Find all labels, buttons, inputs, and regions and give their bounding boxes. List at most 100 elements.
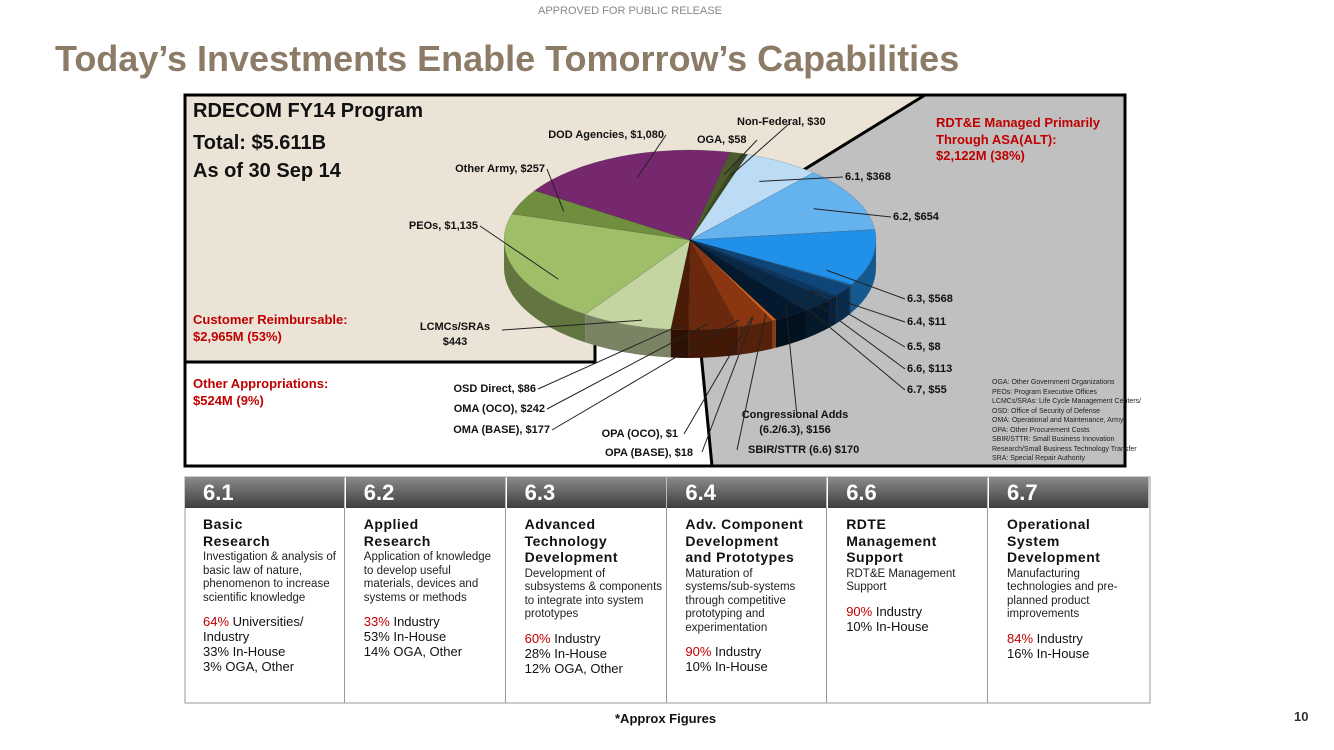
pie-slice-side bbox=[688, 326, 739, 358]
pie-label: OGA, $58 bbox=[697, 134, 747, 146]
pie-label: OSD Direct, $86 bbox=[453, 383, 536, 395]
column-title: Adv. Component bbox=[685, 516, 804, 532]
pie-label: Congressional Adds (6.2/6.3), $156 bbox=[741, 409, 849, 436]
column-stat: 3% OGA, Other bbox=[203, 659, 295, 674]
column-code: 6.2 bbox=[345, 477, 506, 508]
abbreviation: OPA: Other Procurement Costs bbox=[992, 426, 1090, 434]
column-lead: 90% Industry bbox=[846, 604, 987, 619]
pie-slice bbox=[584, 239, 691, 330]
pie-slice bbox=[689, 239, 851, 296]
pie-slice bbox=[689, 154, 814, 241]
pie-label: OPA (BASE), $18 bbox=[604, 447, 693, 459]
column-body: Advanced Technology Development Development… bbox=[507, 508, 667, 703]
lead-percent: 33% bbox=[363, 614, 390, 629]
pie-label: PEOs, $1,135 bbox=[408, 220, 478, 232]
column-title: Development bbox=[1007, 549, 1101, 565]
table-column: 6.4 Adv. Component Development and Prototyp… bbox=[667, 477, 828, 703]
lead-percent: 90% bbox=[685, 644, 712, 659]
column-title: Management bbox=[846, 532, 937, 549]
group-amount: $2,122M (38%) bbox=[936, 148, 1025, 163]
column-code: 6.3 bbox=[506, 477, 667, 508]
column-body: RDTE Management Support RDT&E Management Su… bbox=[828, 508, 989, 703]
pie-label: OMA (OCO), $242 bbox=[453, 403, 545, 415]
column-title: Applied bbox=[363, 516, 419, 532]
pie-label: 6.3, $568 bbox=[907, 293, 953, 305]
leader-line bbox=[736, 313, 767, 451]
pie-label: 6.1, $368 bbox=[845, 171, 891, 183]
leader-line bbox=[546, 168, 565, 212]
column-title: Support bbox=[846, 549, 904, 565]
pie-slice bbox=[689, 239, 773, 328]
column-body: Adv. Component Development and Prototypes M… bbox=[667, 508, 828, 703]
lead-text: Industry bbox=[1036, 630, 1083, 646]
table-column: 6.2 Applied Research Application of knowled… bbox=[345, 477, 506, 703]
group-label: Customer Reimbursable: bbox=[193, 312, 348, 327]
leader-line bbox=[785, 305, 798, 417]
leader-line bbox=[546, 323, 708, 410]
column-description: Investigation & analysis of basic law of… bbox=[203, 551, 336, 604]
pie-slice-side bbox=[585, 314, 671, 358]
column-title: Basic bbox=[203, 516, 243, 532]
pie-slice bbox=[511, 190, 691, 241]
pie-slice-side bbox=[851, 240, 877, 313]
abbreviation: PEOs: Program Executive Offices bbox=[992, 388, 1097, 396]
leader-line bbox=[479, 225, 559, 280]
abbreviation: OMA: Operational and Maintenance, Army bbox=[992, 417, 1124, 424]
pie-slice-side bbox=[836, 286, 850, 324]
pie-label: OPA (OCO), $1 bbox=[601, 428, 678, 440]
pie-slice-side bbox=[829, 295, 837, 328]
pie-label: 6.6, $113 bbox=[907, 363, 953, 375]
lead-percent: 64% bbox=[203, 614, 230, 629]
lead-percent: 90% bbox=[846, 603, 873, 619]
pie-slice-side bbox=[772, 319, 776, 349]
slide-title: Today’s Investments Enable Tomorrow’s Ca… bbox=[55, 38, 960, 79]
leader-line bbox=[683, 317, 753, 435]
column-body: Operational System Development Manufacturin… bbox=[989, 508, 1149, 703]
leader-line bbox=[809, 290, 906, 348]
pie-slice bbox=[689, 151, 742, 241]
pie-slice bbox=[688, 239, 739, 331]
pie-slice-side bbox=[849, 285, 851, 315]
program-total: Total: $5.611B bbox=[193, 132, 327, 154]
leader-lines bbox=[479, 122, 906, 453]
leader-line bbox=[813, 208, 892, 218]
pie-label: 6.5, $8 bbox=[907, 341, 941, 353]
table-column: 6.3 Advanced Technology Development Developm… bbox=[506, 477, 667, 703]
column-title: Development bbox=[524, 549, 619, 565]
abbreviation: SBIR/STTR: Small Business Innovation bbox=[992, 436, 1115, 443]
column-title: and Prototypes bbox=[685, 549, 795, 565]
other-region bbox=[185, 240, 712, 466]
leader-line bbox=[796, 299, 906, 391]
column-code: 6.1 bbox=[185, 477, 345, 508]
column-stat: 10% In-House bbox=[685, 659, 768, 674]
column-code: 6.6 bbox=[828, 477, 989, 508]
leader-line bbox=[551, 319, 740, 431]
leader-line bbox=[636, 134, 667, 178]
column-stat: 10% In-House bbox=[846, 618, 929, 634]
lead-text: Industry bbox=[875, 603, 923, 619]
pie-label: LCMCs/SRAs $443 bbox=[419, 321, 491, 348]
group-amount: $524M (9%) bbox=[193, 393, 264, 408]
table-column: 6.7 Operational System Development Manufactu… bbox=[989, 477, 1149, 703]
lead-text: Industry bbox=[393, 614, 440, 629]
column-title: Advanced bbox=[524, 516, 596, 532]
pie-label: 6.2, $654 bbox=[893, 211, 939, 223]
table-column: 6.6 RDTE Management Support RDT&E Management… bbox=[828, 477, 989, 703]
column-description: Development of subsystems & components t… bbox=[524, 567, 663, 621]
abbreviation: OGA: Other Government Organizations bbox=[992, 379, 1115, 386]
abbreviation: SRA: Special Repair Authority bbox=[992, 455, 1085, 462]
column-stat: 12% OGA, Other bbox=[524, 660, 623, 676]
pie-slice-side bbox=[775, 310, 806, 348]
pie-slice-side bbox=[670, 329, 689, 358]
column-description: Maturation of systems/sub-systems throug… bbox=[685, 567, 796, 634]
abbreviation: LCMCs/SRAs: Life Cycle Management Center… bbox=[992, 398, 1141, 405]
column-lead: 84% Industry bbox=[1007, 631, 1149, 646]
column-title: Technology bbox=[524, 532, 608, 549]
column-stat: 33% In-House bbox=[203, 644, 286, 659]
pie-label: OMA (BASE), $177 bbox=[453, 424, 550, 436]
pie-label: 6.4, $11 bbox=[907, 316, 947, 328]
lead-percent: 60% bbox=[524, 630, 551, 646]
leader-line bbox=[723, 139, 758, 175]
column-title: Development bbox=[685, 532, 779, 549]
column-body: Applied Research Application of knowledge … bbox=[346, 508, 506, 703]
